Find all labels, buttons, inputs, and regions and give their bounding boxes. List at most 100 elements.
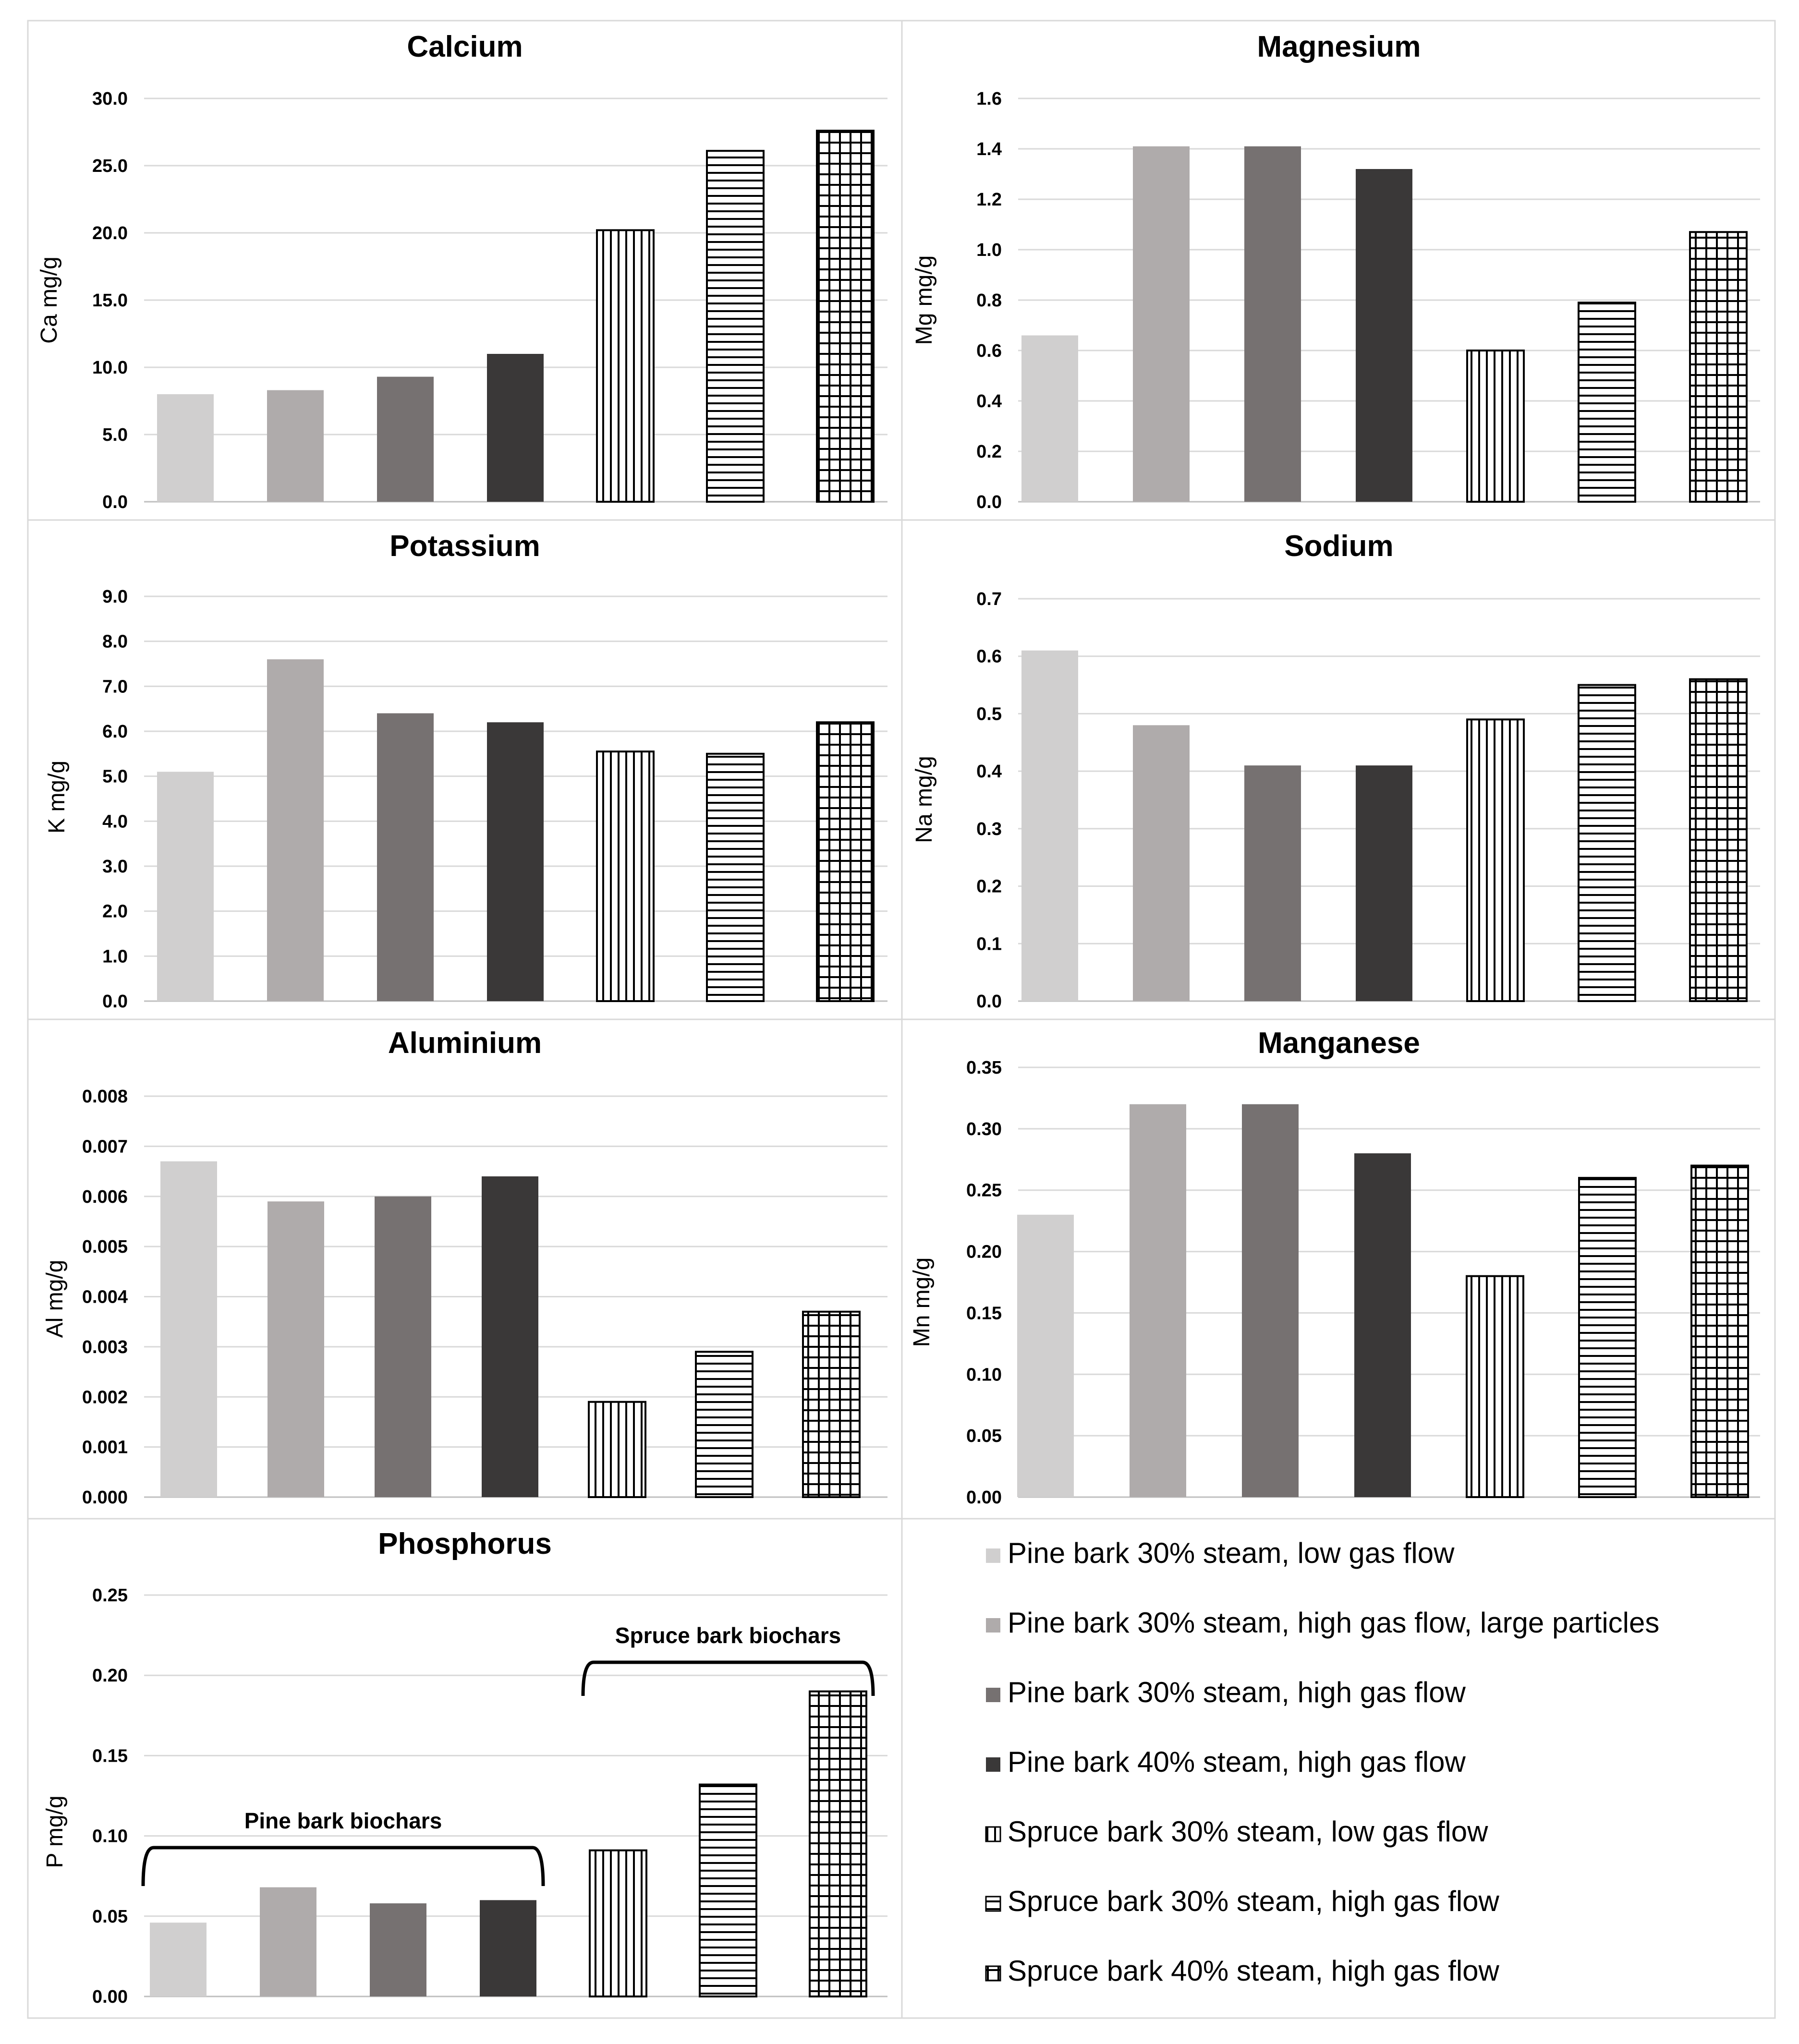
- y-tick-label-magnesium: 1.0: [976, 240, 1002, 260]
- bar-phosphorus-5: [589, 1849, 647, 1998]
- bracket-pine: [141, 1846, 545, 1887]
- bar-potassium-4: [487, 722, 544, 1001]
- bar-manganese-5: [1466, 1275, 1524, 1499]
- y-tick-label-magnesium: 1.2: [976, 190, 1002, 210]
- panel-frames: [27, 20, 1776, 2019]
- chart-title-aluminium: Aluminium: [388, 1027, 542, 1060]
- bar-sodium-2: [1133, 725, 1190, 1001]
- y-tick-label-magnesium: 0.4: [976, 391, 1002, 411]
- legend-item-6: Spruce bark 30% steam, high gas flow: [985, 1885, 1500, 1917]
- bar-sodium-3: [1244, 765, 1301, 1001]
- chart-sodium: Sodium Na mg/g 0.0 0.1 0.2 0.3 0.4 0.5 0.6 0.7: [912, 530, 1760, 1012]
- bar-magnesium-5: [1466, 350, 1525, 503]
- bar-magnesium-4: [1356, 169, 1412, 502]
- y-tick-label-calcium: 20.0: [92, 223, 128, 243]
- chart-magnesium: Magnesium Mg mg/g 0.0 0.2 0.4 0.6 0.8 1.0 1.2 1.4…: [912, 30, 1760, 512]
- legend-label-7: Spruce bark 40% steam, high gas flow: [1008, 1955, 1500, 1987]
- bar-manganese-4: [1354, 1153, 1411, 1497]
- y-tick-label-manganese: 0.05: [966, 1426, 1002, 1446]
- y-axis-label-potassium: K mg/g: [44, 761, 70, 834]
- y-tick-label-potassium: 9.0: [102, 587, 128, 607]
- y-tick-label-aluminium: 0.008: [82, 1087, 128, 1107]
- legend-swatch-2: [986, 1618, 1000, 1633]
- chart-title-potassium: Potassium: [389, 530, 540, 563]
- bar-phosphorus-7: [809, 1690, 867, 1997]
- bar-calcium-7: [816, 130, 875, 503]
- y-tick-label-potassium: 7.0: [102, 677, 128, 697]
- bar-sodium-1: [1021, 650, 1078, 1001]
- legend-label-5: Spruce bark 30% steam, low gas flow: [1008, 1815, 1488, 1848]
- bar-phosphorus-6: [699, 1783, 757, 1998]
- chart-calcium: Calcium Ca mg/g 0.0 5.0 10.0 15.0 20.0 25.0 30.0: [36, 30, 887, 512]
- bar-manganese-2: [1130, 1104, 1186, 1497]
- legend-label-4: Pine bark 40% steam, high gas flow: [1008, 1746, 1466, 1778]
- y-tick-label-potassium: 5.0: [102, 767, 128, 787]
- chart-aluminium: Aluminium Al mg/g 0.000 0.001 0.002 0.003 0.00…: [42, 1027, 887, 1508]
- chart-manganese: Manganese Mn mg/g 0.00 0.05 0.10 0.15 0.20 0.25…: [909, 1027, 1760, 1508]
- chart-title-calcium: Calcium: [407, 30, 523, 63]
- panel-frame-aluminium: [27, 1018, 903, 1520]
- y-tick-label-manganese: 0.00: [966, 1488, 1002, 1508]
- y-axis-label-aluminium: Al mg/g: [42, 1260, 68, 1338]
- y-tick-label-phosphorus: 0.20: [92, 1666, 128, 1686]
- y-tick-label-phosphorus: 0.10: [92, 1826, 128, 1847]
- y-tick-label-manganese: 0.35: [966, 1058, 1002, 1078]
- y-tick-label-calcium: 10.0: [92, 358, 128, 378]
- legend-swatch-4: [986, 1757, 1000, 1772]
- y-axis-label-calcium: Ca mg/g: [36, 256, 62, 343]
- bar-aluminium-2: [267, 1201, 324, 1497]
- bar-potassium-3: [377, 713, 434, 1001]
- bar-potassium-1: [157, 772, 214, 1001]
- chart-title-magnesium: Magnesium: [1257, 30, 1421, 63]
- bar-manganese-3: [1242, 1104, 1299, 1497]
- y-tick-label-calcium: 25.0: [92, 156, 128, 176]
- bar-magnesium-1: [1021, 335, 1078, 502]
- y-tick-label-sodium: 0.2: [976, 877, 1002, 897]
- bar-calcium-6: [706, 150, 765, 503]
- y-axis-label-magnesium: Mg mg/g: [912, 255, 937, 345]
- bar-calcium-4: [487, 354, 544, 502]
- legend-swatch-6: [985, 1896, 1001, 1912]
- bar-aluminium-5: [588, 1401, 646, 1498]
- y-tick-label-potassium: 1.0: [102, 946, 128, 967]
- y-tick-label-magnesium: 0.0: [976, 492, 1002, 512]
- legend-item-1: Pine bark 30% steam, low gas flow: [986, 1537, 1455, 1569]
- bar-potassium-5: [596, 750, 655, 1002]
- bar-magnesium-7: [1689, 231, 1748, 503]
- y-tick-label-aluminium: 0.003: [82, 1337, 128, 1357]
- annotation-spruce-bark-biochars: Spruce bark biochars: [615, 1623, 841, 1648]
- y-tick-label-magnesium: 0.8: [976, 290, 1002, 311]
- bar-phosphorus-3: [370, 1903, 426, 1996]
- legend-swatch-1: [986, 1548, 1000, 1563]
- y-tick-label-manganese: 0.30: [966, 1119, 1002, 1139]
- y-tick-label-sodium: 0.7: [976, 589, 1002, 609]
- chart-title-sodium: Sodium: [1284, 530, 1393, 563]
- y-tick-label-magnesium: 0.2: [976, 442, 1002, 462]
- y-tick-label-aluminium: 0.006: [82, 1187, 128, 1207]
- y-tick-label-phosphorus: 0.15: [92, 1746, 128, 1766]
- y-tick-label-manganese: 0.10: [966, 1365, 1002, 1385]
- bar-sodium-7: [1689, 678, 1748, 1002]
- y-tick-label-calcium: 5.0: [102, 425, 128, 445]
- legend: Pine bark 30% steam, low gas flow Pine ba…: [985, 1537, 1659, 1987]
- y-tick-label-aluminium: 0.002: [82, 1387, 128, 1407]
- y-tick-label-sodium: 0.6: [976, 647, 1002, 667]
- y-tick-label-sodium: 0.4: [976, 762, 1002, 782]
- bar-calcium-5: [596, 229, 655, 503]
- bar-aluminium-6: [695, 1351, 754, 1498]
- y-tick-label-manganese: 0.25: [966, 1181, 1002, 1201]
- y-axis-label-manganese: Mn mg/g: [909, 1258, 935, 1347]
- bar-calcium-3: [377, 376, 434, 502]
- bar-phosphorus-4: [480, 1900, 536, 1996]
- y-tick-label-potassium: 8.0: [102, 632, 128, 652]
- y-tick-label-phosphorus: 0.00: [92, 1987, 128, 2007]
- chart-title-manganese: Manganese: [1258, 1027, 1420, 1060]
- bar-manganese-6: [1578, 1177, 1637, 1498]
- y-tick-label-phosphorus: 0.05: [92, 1907, 128, 1927]
- bar-aluminium-4: [482, 1176, 538, 1497]
- y-tick-label-sodium: 0.5: [976, 704, 1002, 724]
- bar-sodium-4: [1356, 765, 1412, 1001]
- chart-phosphorus: Phosphorus P mg/g 0.00 0.05 0.10 0.15 0.20 0.25…: [42, 1527, 887, 2007]
- bar-calcium-1: [157, 394, 214, 502]
